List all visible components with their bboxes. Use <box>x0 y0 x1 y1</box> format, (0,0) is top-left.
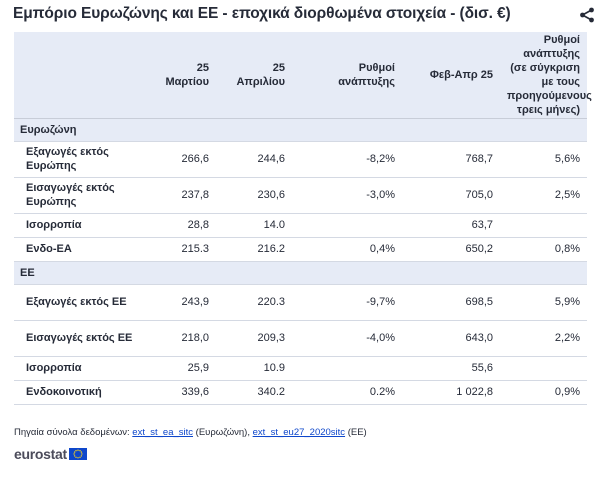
cell-growth3m: 0,9% <box>500 380 587 405</box>
column-header: 25 Απριλίου <box>216 32 292 119</box>
column-header: Ρυθμοί ανάπτυξης (σε σύγκριση με τους πρ… <box>500 32 592 119</box>
cell-mar: 28,8 <box>144 213 216 238</box>
cell-apr: 216.2 <box>216 237 292 262</box>
row-label: Ισορροπία <box>14 356 144 381</box>
cell-growth3m <box>500 356 587 381</box>
cell-apr: 230,6 <box>216 177 292 214</box>
cell-apr: 244,6 <box>216 141 292 178</box>
table-header-row: 25 Μαρτίου 25 Απριλίου Ρυθμοί ανάπτυξης … <box>14 32 592 119</box>
cell-apr: 220.3 <box>216 284 292 321</box>
row-label: Εισαγωγές εκτός ΕΕ <box>14 320 144 357</box>
cell-growth: 0.2% <box>292 380 402 405</box>
row-label: Ισορροπία <box>14 213 144 238</box>
cell-apr: 209,3 <box>216 320 292 357</box>
cell-febapr: 768,7 <box>402 141 500 178</box>
cell-growth: 0,4% <box>292 237 402 262</box>
source-suffix: (ΕΕ) <box>347 427 367 438</box>
row-label: Εξαγωγές εκτός Ευρώπης <box>14 141 144 178</box>
cell-growth3m: 5,9% <box>500 284 587 321</box>
dataset-link-ea[interactable]: ext_st_ea_sitc <box>132 427 194 438</box>
cell-growth3m: 5,6% <box>500 141 587 178</box>
table-row: Εισαγωγές εκτός ΕΕ 218,0 209,3 -4,0% 643… <box>14 320 587 357</box>
row-label: Ενδοκοινοτική <box>14 380 144 405</box>
source-note: Πηγαία σύνολα δεδομένων: ext_st_ea_sitc … <box>14 427 367 438</box>
source-mid: (Ευρωζώνη), <box>195 427 250 438</box>
eurostat-logo: eurostat <box>14 446 87 462</box>
cell-growth3m: 0,8% <box>500 237 587 262</box>
table-row: Εξαγωγές εκτός Ευρώπης 266,6 244,6 -8,2%… <box>14 141 587 178</box>
table-row: Εξαγωγές εκτός ΕΕ 243,9 220.3 -9,7% 698,… <box>14 284 587 321</box>
dataset-link-eu[interactable]: ext_st_eu27_2020sitc <box>252 427 346 438</box>
cell-febapr: 63,7 <box>402 213 500 238</box>
cell-growth: -3,0% <box>292 177 402 214</box>
cell-growth <box>292 213 402 238</box>
row-label: Εισαγωγές εκτός Ευρώπης <box>14 177 144 214</box>
group-label: Ευρωζώνη <box>14 118 587 142</box>
eu-flag-icon <box>68 448 87 460</box>
group-row: ΕΕ <box>14 261 587 285</box>
cell-febapr: 650,2 <box>402 237 500 262</box>
cell-growth: -9,7% <box>292 284 402 321</box>
cell-growth3m: 2,2% <box>500 320 587 357</box>
cell-mar: 25,9 <box>144 356 216 381</box>
cell-growth: -4,0% <box>292 320 402 357</box>
logo-text: eurostat <box>14 446 67 462</box>
cell-growth: -8,2% <box>292 141 402 178</box>
cell-mar: 339,6 <box>144 380 216 405</box>
table-row: Εισαγωγές εκτός Ευρώπης 237,8 230,6 -3,0… <box>14 177 587 214</box>
cell-growth3m <box>500 213 587 238</box>
column-header: 25 Μαρτίου <box>144 32 216 119</box>
share-icon[interactable] <box>579 7 595 23</box>
trade-table: 25 Μαρτίου 25 Απριλίου Ρυθμοί ανάπτυξης … <box>14 32 592 405</box>
cell-febapr: 698,5 <box>402 284 500 321</box>
group-row: Ευρωζώνη <box>14 118 587 142</box>
table-row: Ενδοκοινοτική 339,6 340.2 0.2% 1 022,8 0… <box>14 380 587 405</box>
row-label: Εξαγωγές εκτός ΕΕ <box>14 284 144 321</box>
cell-mar: 243,9 <box>144 284 216 321</box>
cell-febapr: 705,0 <box>402 177 500 214</box>
cell-mar: 218,0 <box>144 320 216 357</box>
row-label: Ενδο-EA <box>14 237 144 262</box>
cell-growth <box>292 356 402 381</box>
cell-febapr: 1 022,8 <box>402 380 500 405</box>
cell-mar: 237,8 <box>144 177 216 214</box>
table-row: Ισορροπία 28,8 14.0 63,7 <box>14 213 587 238</box>
cell-apr: 10.9 <box>216 356 292 381</box>
cell-febapr: 55,6 <box>402 356 500 381</box>
source-prefix: Πηγαία σύνολα δεδομένων: <box>14 427 130 438</box>
cell-growth3m: 2,5% <box>500 177 587 214</box>
cell-apr: 14.0 <box>216 213 292 238</box>
column-header <box>14 32 144 119</box>
cell-febapr: 643,0 <box>402 320 500 357</box>
cell-mar: 266,6 <box>144 141 216 178</box>
column-header: Φεβ-Απρ 25 <box>402 32 500 119</box>
table-row: Ισορροπία 25,9 10.9 55,6 <box>14 356 587 381</box>
table-row: Ενδο-EA 215.3 216.2 0,4% 650,2 0,8% <box>14 237 587 262</box>
cell-mar: 215.3 <box>144 237 216 262</box>
group-label: ΕΕ <box>14 261 587 285</box>
cell-apr: 340.2 <box>216 380 292 405</box>
column-header-label: Ρυθμοί ανάπτυξης <box>338 61 395 88</box>
page-title: Εμπόριο Ευρωζώνης και ΕΕ - εποχικά διορθ… <box>13 5 511 22</box>
column-header: Ρυθμοί ανάπτυξης <box>292 32 402 119</box>
title-bar: Εμπόριο Ευρωζώνης και ΕΕ - εποχικά διορθ… <box>13 5 595 27</box>
